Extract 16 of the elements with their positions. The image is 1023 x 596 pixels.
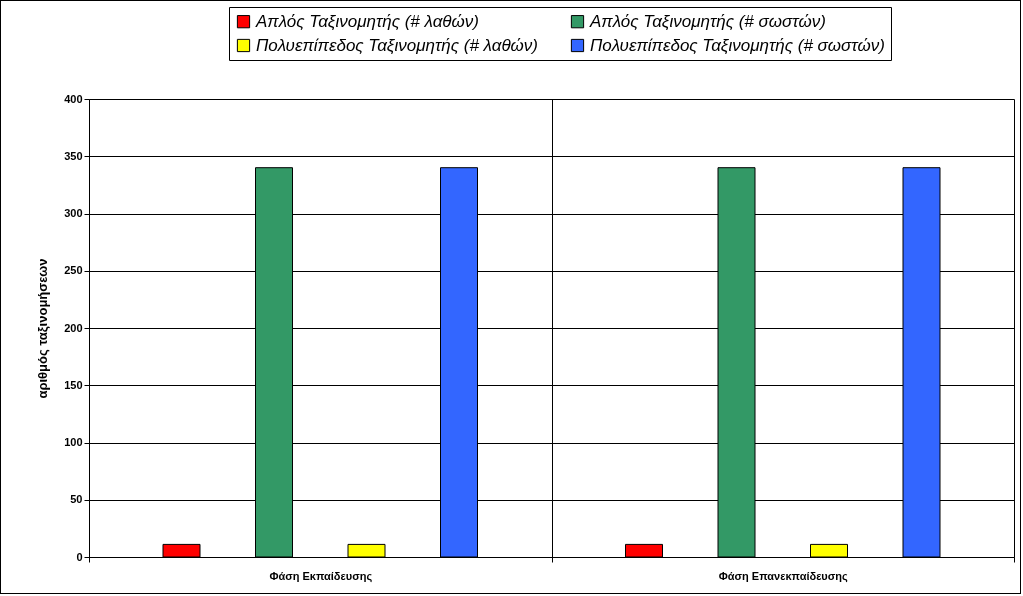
y-tick-label: 0	[76, 550, 83, 563]
legend-label: Απλός Ταξινομητής (# λαθών)	[255, 11, 479, 31]
y-axis-title: αριθμός ταξινομήσεων	[35, 258, 51, 399]
legend-label: Πολυεπίπεδος Ταξινομητής (# λαθών)	[256, 35, 539, 55]
y-tick-label: 50	[70, 493, 83, 506]
y-tick-label: 350	[64, 149, 83, 162]
y-tick-label: 300	[64, 207, 83, 219]
y-tick-label: 250	[64, 264, 83, 277]
y-tick-label: 100	[64, 436, 83, 448]
y-tick-label: 200	[64, 321, 83, 334]
y-tick-label: 400	[64, 92, 83, 105]
x-tick-label: Φάση Επανεκπαίδευσης	[718, 569, 849, 583]
x-tick-label: Φάση Εκπαίδευσης	[269, 569, 373, 583]
legend-label: Πολυεπίπεδος Ταξινομητής (# σωστών)	[590, 35, 885, 55]
y-tick-label: 150	[64, 378, 83, 391]
legend-label: Απλός Ταξινομητής (# σωστών)	[589, 11, 826, 31]
